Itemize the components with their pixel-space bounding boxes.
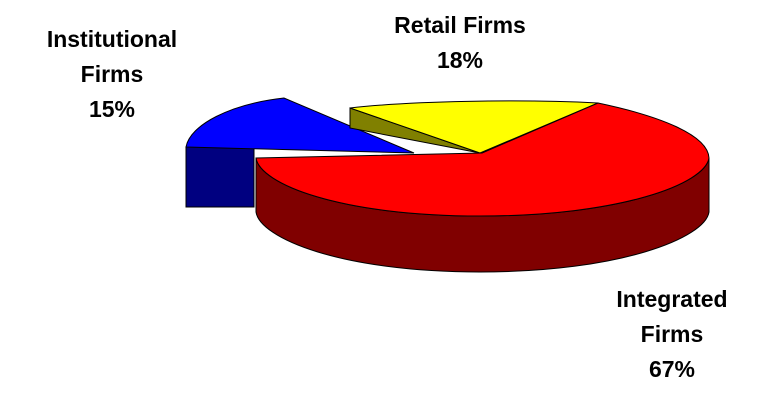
pie-slice-integrated-top	[255, 102, 710, 217]
label-integrated-value: 67%	[648, 356, 696, 382]
label-institutional-value: 15%	[88, 96, 136, 122]
label-institutional-name-line-1: Institutional	[46, 26, 178, 52]
label-institutional: Institutional Firms 15%	[20, 22, 204, 127]
pie-slice-institutional-group	[185, 97, 415, 208]
label-integrated-name-line-2: Firms	[640, 321, 704, 347]
label-retail-value: 18%	[436, 47, 484, 73]
pie-slice-institutional-side	[185, 146, 255, 208]
label-retail-name-line-1: Retail Firms	[394, 12, 526, 38]
label-integrated-name-line-1: Integrated	[616, 286, 728, 312]
pie-slice-institutional-top	[185, 97, 415, 154]
label-retail: Retail Firms 18%	[360, 8, 560, 78]
pie-slice-retail-group	[349, 100, 599, 154]
pie-slice-integrated-group	[255, 102, 710, 273]
label-institutional-name-line-2: Firms	[80, 61, 144, 87]
pie-slice-retail-top	[349, 100, 599, 154]
label-integrated: Integrated Firms 67%	[592, 282, 752, 387]
